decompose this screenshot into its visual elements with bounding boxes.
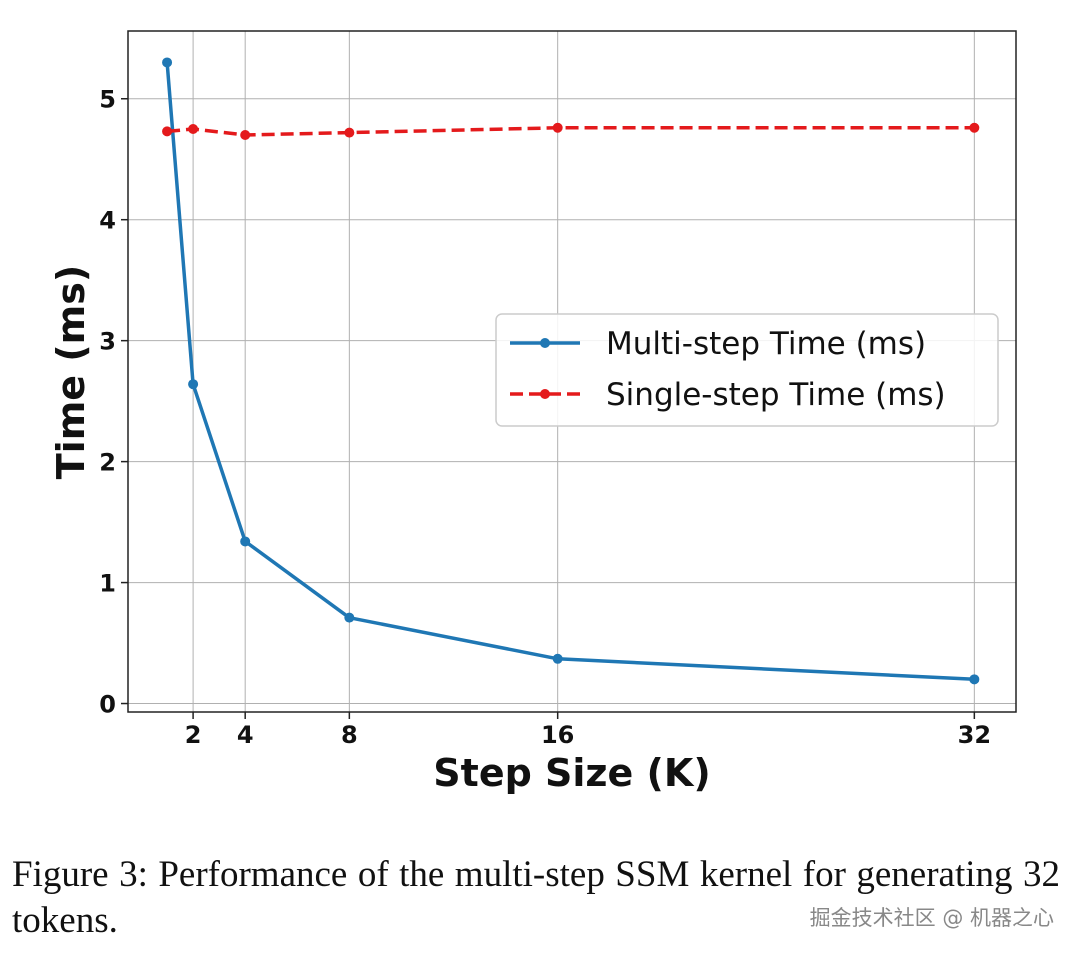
- series-line-single-step: [166, 126, 975, 137]
- legend-box: [495, 313, 999, 427]
- data-point-multi-step: [162, 57, 173, 68]
- y-tick-label: 1: [99, 570, 116, 598]
- y-tick-label: 2: [99, 449, 116, 477]
- data-point-multi-step: [240, 536, 251, 547]
- legend-label-single-step: Single-step Time (ms): [606, 377, 946, 413]
- data-point-single-step: [344, 127, 355, 138]
- legend: Multi-step Time (ms) Single-step Time (m…: [495, 313, 999, 427]
- y-tick-label: 3: [99, 328, 116, 356]
- y-tick-label: 0: [99, 691, 116, 719]
- data-point-multi-step: [969, 674, 980, 685]
- watermark: 掘金技术社区 @ 机器之心: [809, 906, 1054, 930]
- x-tick-label: 4: [237, 721, 254, 749]
- data-point-multi-step: [552, 653, 563, 664]
- y-tick-label: 4: [99, 207, 116, 235]
- legend-marker-single-step: [540, 389, 550, 399]
- data-point-single-step: [240, 130, 251, 141]
- data-point-single-step: [552, 122, 563, 133]
- legend-marker-multi-step: [540, 338, 550, 348]
- data-point-single-step: [188, 123, 199, 134]
- data-point-single-step: [969, 122, 980, 133]
- series-lines: [162, 57, 980, 685]
- legend-label-multi-step: Multi-step Time (ms): [606, 326, 926, 362]
- data-point-single-step: [162, 126, 173, 137]
- x-axis-label: Step Size (K): [433, 751, 710, 795]
- data-point-multi-step: [188, 379, 199, 390]
- data-point-multi-step: [344, 612, 355, 623]
- figure-caption: Figure 3: Performance of the multi-step …: [12, 854, 1060, 941]
- x-tick-label: 16: [541, 721, 574, 749]
- axis-ticks: 2 4 8 16 32 0 1 2 3 4 5: [99, 86, 991, 749]
- x-tick-label: 8: [341, 721, 358, 749]
- plot-frame: [127, 30, 1017, 713]
- chart: 2 4 8 16 32 0 1 2 3 4 5 Step Size (K) Time (ms) Mu…: [49, 30, 1017, 795]
- x-tick-label: 2: [185, 721, 202, 749]
- y-axis-label: Time (ms): [49, 265, 93, 480]
- x-tick-label: 32: [958, 721, 991, 749]
- series-line-multi-step: [165, 62, 975, 682]
- y-tick-label: 5: [99, 86, 116, 114]
